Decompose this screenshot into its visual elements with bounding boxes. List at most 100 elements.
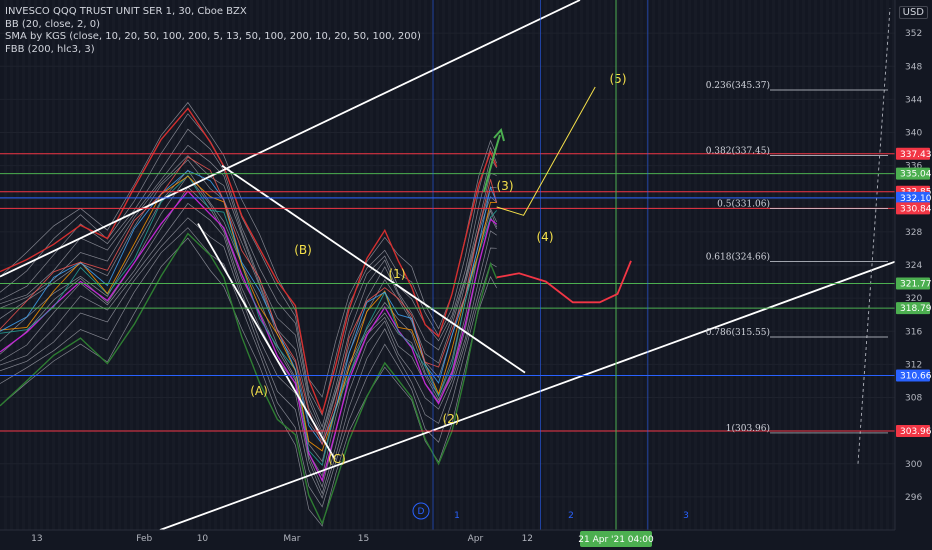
price-tick: 296 (905, 493, 922, 503)
price-tag-text: 321.77 (900, 279, 932, 289)
trend-channels[interactable] (0, 0, 896, 531)
price-tick: 324 (905, 261, 922, 271)
up-arrow (483, 134, 501, 193)
wave-label-3: (1) (389, 267, 406, 281)
price-tag-bg (896, 302, 930, 315)
price-tag-303.96: 303.96 (896, 424, 932, 437)
sma-band (0, 169, 498, 463)
projection-overlay (432, 0, 649, 530)
fib-label: 0.786(315.55) (706, 327, 770, 338)
sma-band (0, 202, 497, 495)
fib-label: 0.5(331.06) (717, 199, 770, 210)
sma-band (0, 159, 497, 442)
symbol-title[interactable]: INVESCO QQQ TRUST UNIT SER 1, 30, Cboe B… (5, 6, 247, 17)
price-tag-bg (896, 167, 930, 180)
price-axis[interactable]: 2963003043083123163203243283323363403443… (894, 0, 932, 550)
price-tag-bg (896, 424, 930, 437)
sma-magenta (0, 190, 498, 483)
time-tick: 12 (522, 534, 533, 544)
horizontal-levels[interactable] (0, 153, 895, 432)
session-marker: 2 (568, 511, 574, 521)
sma-indicator[interactable]: SMA by KGS (close, 10, 20, 50, 100, 200,… (5, 31, 421, 42)
price-tag-text: 332.10 (900, 194, 932, 204)
time-tick: 13 (31, 534, 42, 544)
price-tag-text: 310.66 (900, 371, 932, 381)
sma-band (0, 113, 498, 417)
wave-label-7: (5) (610, 72, 627, 86)
price-tag-332.10: 332.10 (896, 191, 932, 204)
price-tick: 340 (905, 129, 922, 139)
channel-upper (0, 0, 581, 278)
price-tag-bg (896, 277, 930, 290)
price-tag-337.43: 337.43 (896, 147, 932, 160)
dashed-projection (857, 8, 891, 464)
price-tick: 312 (905, 360, 922, 370)
ma-strand (0, 175, 497, 452)
price-tag-310.66: 310.66 (896, 369, 932, 382)
fibonacci-levels[interactable]: 0.236(345.37) 0.382(337.45) 0.5(331.06) 0.6… (706, 80, 888, 434)
price-tick: 308 (905, 394, 922, 404)
dividend-marker: D (418, 507, 425, 517)
session-marker: 1 (454, 511, 460, 521)
price-tag-bg (896, 147, 930, 160)
price-tag-bg (896, 191, 930, 204)
grid-lines (0, 32, 895, 498)
price-tick: 328 (905, 228, 922, 238)
up-arrow-head (493, 127, 505, 142)
price-tick: 300 (905, 460, 922, 470)
wave-labels: (A) (B) (C) (1) (2) (3) (4) (5) (250, 72, 626, 466)
price-tick: 348 (905, 62, 922, 72)
price-tick: 320 (905, 294, 922, 304)
price-tag-text: 335.04 (900, 170, 932, 180)
ma-strand (0, 156, 498, 446)
wave-label-4: (2) (443, 412, 460, 426)
ma-strand (0, 174, 498, 467)
wave-label-2: (C) (328, 452, 346, 466)
sma-band (0, 217, 497, 499)
price-tick: 344 (905, 95, 922, 105)
price-series (0, 156, 498, 467)
crosshair-label-bg (580, 531, 652, 547)
forecast-curve (496, 260, 632, 304)
time-tick: 10 (197, 534, 209, 544)
time-axis-bg (0, 530, 932, 550)
fib-label: 1(303.96) (726, 423, 770, 434)
wave-projection (496, 86, 596, 216)
fbb-indicator[interactable]: FBB (200, hlc3, 3) (5, 43, 95, 55)
channel-lower (159, 260, 896, 531)
time-tick: Mar (283, 534, 300, 544)
price-tag-318.79: 318.79 (896, 302, 932, 315)
sma-band (0, 128, 497, 428)
moving-average-bands (0, 101, 498, 527)
fib-label: 0.618(324.66) (706, 252, 770, 263)
price-axis-bg (895, 0, 932, 550)
dividend-icon (412, 502, 430, 520)
price-tag-335.04: 335.04 (896, 167, 932, 180)
bb-indicator[interactable]: BB (20, close, 2, 0) (5, 18, 100, 30)
fib-label: 0.236(345.37) (706, 80, 770, 91)
price-tick: 352 (905, 29, 922, 39)
bollinger-upper (0, 107, 498, 416)
wave-label-1: (B) (294, 243, 312, 257)
ma-strand (0, 170, 498, 446)
wave-a-line (197, 223, 336, 461)
indicator-legend: INVESCO QQQ TRUST UNIT SER 1, 30, Cboe B… (5, 6, 421, 56)
sma-band (0, 237, 498, 527)
bollinger-lower (0, 232, 498, 526)
price-tick: 336 (905, 162, 922, 172)
price-tag-321.77: 321.77 (896, 277, 932, 290)
time-tick: Apr (468, 534, 484, 544)
currency-label[interactable]: USD (898, 6, 928, 19)
price-tag-text: 330.84 (900, 204, 932, 214)
price-tag-330.84: 330.84 (896, 202, 932, 215)
sma-band (0, 155, 497, 436)
sma-band (0, 144, 497, 434)
price-tag-text: 337.43 (900, 150, 932, 160)
wave-label-0: (A) (250, 384, 268, 398)
price-tags: 337.43335.04332.85332.10330.84321.77318.… (896, 147, 932, 437)
price-tag-bg (896, 369, 930, 382)
time-tick: 15 (358, 534, 369, 544)
time-tick: Feb (136, 534, 152, 544)
